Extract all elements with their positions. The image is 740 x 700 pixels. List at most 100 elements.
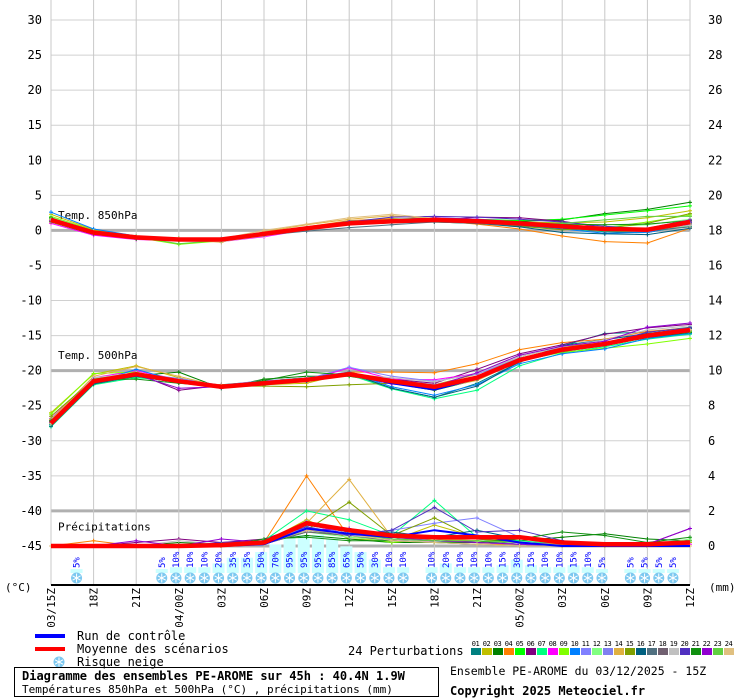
snow-risk-bar: [567, 565, 580, 573]
perturbation-swatch: 21: [690, 640, 701, 655]
y-tick-label-right: 8: [708, 399, 715, 413]
perturbation-color-box: [492, 648, 503, 655]
perturbation-22-t850-line-point: [688, 217, 692, 222]
perturbation-04-t850-line-point: [602, 239, 607, 244]
perturbation-21-t850-line-point: [602, 222, 607, 227]
perturbation-04-precip-line-point: [91, 538, 96, 543]
perturbation-number: 12: [592, 640, 601, 648]
perturbation-color-box: [657, 648, 668, 655]
x-tick-label: 21Z: [471, 588, 484, 608]
snow-risk-bar: [666, 569, 679, 573]
snowflake-icon: [639, 572, 651, 584]
snowflake-icon: [497, 572, 509, 584]
perturbation-swatch: 16: [635, 640, 646, 655]
legend-snow-label: Risque neige: [77, 655, 164, 669]
perturbation-21-precip-line-point: [347, 538, 352, 543]
perturbation-21-t500-line-point: [304, 370, 309, 375]
snowflake-icon: [596, 572, 608, 584]
perturbation-color-box: [712, 648, 723, 655]
snow-risk-bar: [169, 567, 182, 573]
perturbation-21-precip-line-point: [688, 535, 692, 540]
perturbation-07-precip-line-point: [432, 498, 437, 503]
y-tick-label-left: -10: [20, 294, 42, 308]
snowflake-icon-glyph: [455, 573, 465, 583]
snow-risk-label: 10%: [470, 551, 480, 568]
perturbation-04-t850-line-point: [560, 234, 565, 239]
perturbation-swatch: 08: [547, 640, 558, 655]
y-tick-label-left: -45: [20, 539, 42, 553]
snowflake-icon: [553, 572, 565, 584]
perturbation-03-t850-line-point: [688, 200, 692, 205]
perturbation-11-precip-line-point: [432, 521, 437, 526]
perturbation-color-box: [690, 648, 701, 655]
snowflake-icon: [269, 572, 281, 584]
y-tick-label-left: 10: [28, 153, 42, 167]
perturbation-22-t500-line-point: [688, 320, 692, 325]
snow-risk-bar: [553, 567, 566, 573]
perturbation-20-precip-line-point: [389, 528, 394, 533]
perturbation-05-t850-line-point: [645, 208, 650, 213]
perturbation-14-t500-line-point: [176, 374, 181, 379]
perturbation-swatch: 09: [558, 640, 569, 655]
perturbation-swatch: 13: [602, 640, 613, 655]
snowflake-icon: [440, 572, 452, 584]
perturbation-16-t850-line-point: [560, 230, 565, 235]
copyright: Copyright 2025 Meteociel.fr: [450, 684, 646, 698]
snowflake-icon-glyph: [512, 573, 522, 583]
legend-control-label: Run de contrôle: [77, 629, 186, 643]
perturbation-color-box: [624, 648, 635, 655]
perturbation-24-t850-line-point: [304, 222, 309, 227]
snowflake-icon: [468, 572, 480, 584]
perturbation-09-t500-line-point: [688, 336, 692, 341]
snow-risk-bar: [439, 563, 452, 573]
snowflake-icon-glyph: [299, 573, 309, 583]
snowflake-icon-glyph: [271, 573, 280, 583]
perturbation-number: 01: [471, 640, 480, 648]
x-tick-label: 05/00Z: [514, 588, 527, 628]
snowflake-icon: [312, 572, 324, 584]
perturbation-color-box: [503, 648, 514, 655]
snowflake-icon-glyph: [398, 573, 408, 583]
perturbation-number: 15: [625, 640, 634, 648]
y-tick-label-right: 2: [708, 504, 715, 518]
snow-risk-label: 5%: [158, 557, 168, 568]
perturbation-03-t500-line-point: [176, 370, 181, 375]
perturbation-19-precip-line-point: [176, 538, 181, 543]
perturbation-15-t500-line-point: [347, 382, 352, 387]
perturbation-22-t500-line-point: [475, 370, 479, 375]
perturbation-number: 06: [526, 640, 535, 648]
snow-risk-bar: [652, 569, 665, 573]
legend-snow: Risque neige: [35, 656, 164, 668]
perturbation-swatch: 01: [470, 640, 481, 655]
perturbation-swatch: 04: [503, 640, 514, 655]
snowflake-icon-glyph: [640, 573, 649, 583]
perturbation-number: 04: [504, 640, 513, 648]
snow-risk-label: 30%: [371, 551, 381, 568]
perturbation-swatch: 02: [481, 640, 492, 655]
perturbation-swatch: 19: [668, 640, 679, 655]
y-tick-label-right: 24: [708, 118, 722, 132]
x-tick-label: 04/00Z: [173, 588, 186, 628]
snowflake-icon: [454, 572, 466, 584]
run-info: Ensemble PE-AROME du 03/12/2025 - 15Z: [450, 664, 707, 678]
snow-risk-bar: [340, 546, 353, 573]
perturbation-04-t850-line-point: [645, 241, 650, 246]
perturbation-color-box: [569, 648, 580, 655]
snowflake-icon: [624, 572, 636, 584]
snowflake-icon-glyph: [555, 573, 564, 583]
perturbation-swatch: 20: [679, 640, 690, 655]
snowflake-icon-glyph: [342, 573, 351, 583]
perturbation-color-box: [679, 648, 690, 655]
y-tick-label-left: -15: [20, 329, 42, 343]
perturbation-swatch: 17: [646, 640, 657, 655]
snowflake-icon-glyph: [583, 573, 593, 583]
y-tick-label-left: 5: [35, 188, 42, 202]
perturbation-swatch: 15: [624, 640, 635, 655]
perturbation-10-t500-line-point: [602, 346, 607, 351]
perturbation-23-t850-line-point: [602, 217, 607, 222]
snowflake-icon-glyph: [171, 573, 181, 583]
perturbation-24-t850-line-point: [389, 212, 394, 217]
y-tick-label-left: -25: [20, 399, 42, 413]
perturbation-14-t500-line-point: [134, 364, 139, 369]
snowflake-icon-glyph: [157, 573, 167, 583]
